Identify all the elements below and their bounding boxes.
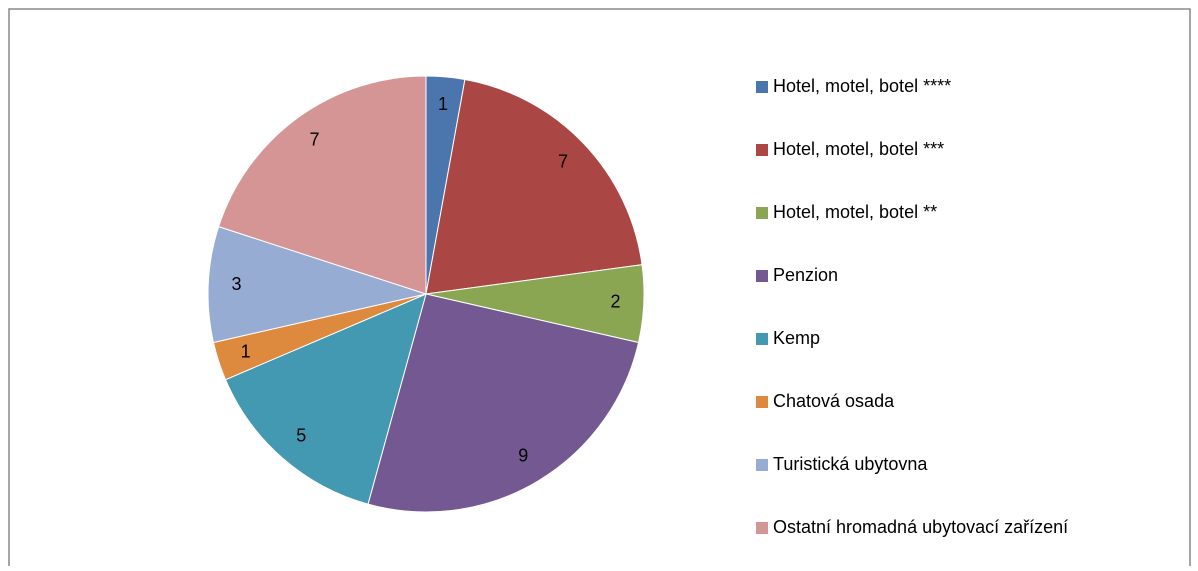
legend-swatch <box>756 396 768 408</box>
legend-label: Turistická ubytovna <box>773 454 928 474</box>
legend-label: Hotel, motel, botel **** <box>773 76 951 96</box>
legend-label: Kemp <box>773 328 820 348</box>
legend-swatch <box>756 522 768 534</box>
data-label: 1 <box>241 341 251 361</box>
data-label: 7 <box>310 129 320 149</box>
pie-slice <box>207 226 428 344</box>
data-label: 3 <box>232 274 242 294</box>
legend-label: Penzion <box>773 265 838 285</box>
pie-slice <box>218 75 427 295</box>
chart-frame <box>8 8 1191 566</box>
legend-label: Ostatní hromadná ubytovací zařízení <box>773 517 1068 537</box>
pie-slice <box>425 78 643 295</box>
legend-label: Chatová osada <box>773 391 895 411</box>
pie-slice <box>367 293 640 513</box>
data-label: 9 <box>518 446 528 466</box>
legend-swatch <box>756 333 768 345</box>
data-label: 5 <box>296 426 306 446</box>
data-label: 1 <box>438 94 448 114</box>
legend-swatch <box>756 144 768 156</box>
data-label: 2 <box>610 291 620 311</box>
data-label: 7 <box>558 152 568 172</box>
pie-slice <box>224 293 427 505</box>
legend-swatch <box>756 270 768 282</box>
legend-label: Hotel, motel, botel *** <box>773 139 944 159</box>
legend-swatch <box>756 459 768 471</box>
legend-swatch <box>756 207 768 219</box>
legend-swatch <box>756 81 768 93</box>
legend-label: Hotel, motel, botel ** <box>773 202 937 222</box>
